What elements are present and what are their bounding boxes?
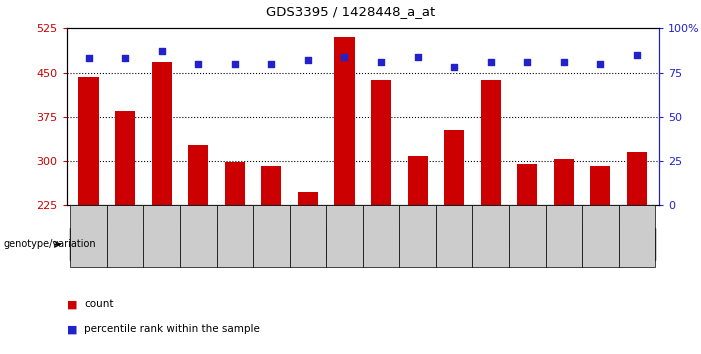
Point <box>83 56 94 61</box>
Text: count: count <box>84 299 114 309</box>
Point <box>595 61 606 67</box>
Bar <box>253 205 290 267</box>
Bar <box>481 80 501 338</box>
Point <box>156 48 168 54</box>
Bar <box>517 164 538 338</box>
Text: ■: ■ <box>67 324 77 334</box>
Text: GDS3395 / 1428448_a_at: GDS3395 / 1428448_a_at <box>266 5 435 18</box>
Bar <box>363 205 400 267</box>
Bar <box>400 205 436 267</box>
Bar <box>326 228 655 260</box>
Bar <box>326 205 363 267</box>
Text: AQP11 null: AQP11 null <box>461 239 521 249</box>
Bar <box>371 80 391 338</box>
Point <box>266 61 277 67</box>
Bar <box>509 205 545 267</box>
Point <box>339 54 350 59</box>
Point <box>412 54 423 59</box>
Bar <box>627 152 647 338</box>
Text: ■: ■ <box>67 299 77 309</box>
Point <box>449 64 460 70</box>
Point <box>302 57 313 63</box>
Bar <box>115 111 135 338</box>
Bar <box>436 205 472 267</box>
Text: genotype/variation: genotype/variation <box>4 239 96 249</box>
Point <box>522 59 533 65</box>
Bar <box>290 205 326 267</box>
Point <box>632 52 643 58</box>
Bar <box>107 205 144 267</box>
Bar <box>590 166 611 338</box>
Bar <box>334 37 355 338</box>
Bar <box>70 205 107 267</box>
Bar <box>217 205 253 267</box>
Bar <box>619 205 655 267</box>
Text: control: control <box>179 239 217 249</box>
Bar <box>298 192 318 338</box>
Point <box>485 59 496 65</box>
Point <box>558 59 569 65</box>
Bar <box>70 228 326 260</box>
Bar <box>79 77 99 338</box>
Bar <box>180 205 217 267</box>
Bar <box>151 62 172 338</box>
Point <box>119 56 130 61</box>
Bar <box>188 144 208 338</box>
Bar <box>444 130 464 338</box>
Bar <box>407 156 428 338</box>
Text: percentile rank within the sample: percentile rank within the sample <box>84 324 260 334</box>
Bar <box>545 205 582 267</box>
Bar <box>554 159 574 338</box>
Bar <box>144 205 180 267</box>
Bar <box>472 205 509 267</box>
Point <box>193 61 204 67</box>
Bar <box>261 166 281 338</box>
Bar <box>225 162 245 338</box>
Point <box>376 59 387 65</box>
Bar <box>582 205 619 267</box>
Point <box>229 61 240 67</box>
